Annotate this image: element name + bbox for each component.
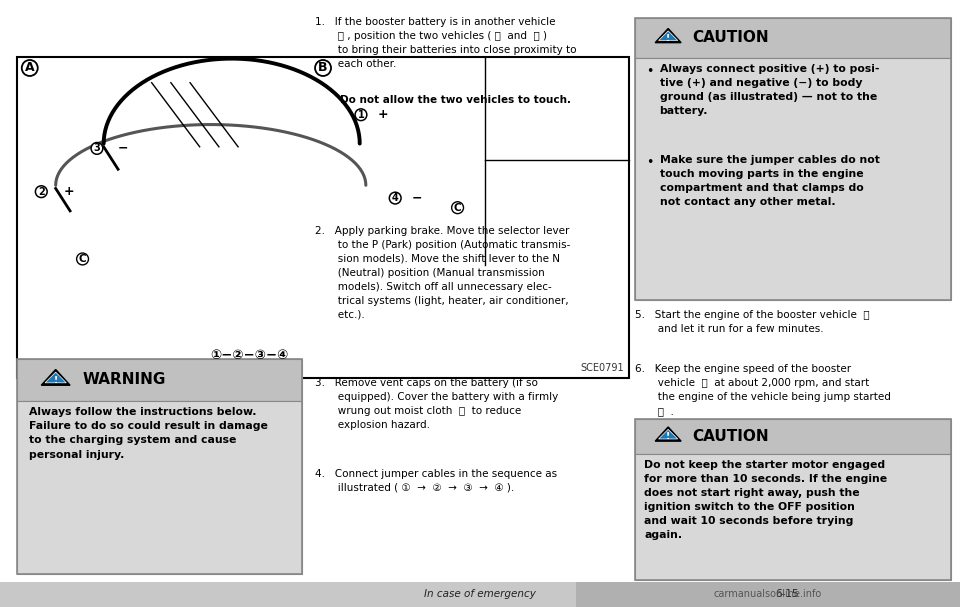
Text: 1.   If the booster battery is in another vehicle
       Ⓐ , position the two ve: 1. If the booster battery is in another … [315,17,576,83]
Bar [17,359,302,401]
Text: 3.   Remove vent caps on the battery (if so
       equipped). Cover the battery : 3. Remove vent caps on the battery (if s… [315,378,558,430]
Text: +: + [63,185,74,198]
Text: −: − [412,192,422,205]
Bar [576,582,960,607]
Text: 4: 4 [392,193,398,203]
Text: Do not keep the starter motor engaged
for more than 10 seconds. If the engine
do: Do not keep the starter motor engaged fo… [644,460,887,540]
Text: Make sure the jumper cables do not
touch moving parts in the engine
compartment : Make sure the jumper cables do not touch… [660,155,879,207]
Text: 6-15: 6-15 [776,589,799,599]
Bar [17,57,629,378]
Text: CAUTION: CAUTION [692,30,769,46]
Text: 2: 2 [37,187,45,197]
Text: ①−②−③−④: ①−②−③−④ [210,350,289,362]
Text: 4.   Connect jumper cables in the sequence as
       illustrated ( ①  →  ②  →  ③: 4. Connect jumper cables in the sequence… [315,469,557,493]
Text: −: − [118,142,129,155]
Bar [0,582,960,607]
Text: WARNING: WARNING [83,373,166,387]
Text: Always follow the instructions below.
Failure to do so could result in damage
to: Always follow the instructions below. Fa… [29,407,268,460]
Text: 2.   Apply parking brake. Move the selector lever
       to the P (Park) positio: 2. Apply parking brake. Move the selecto… [315,226,570,320]
Text: 6.   Keep the engine speed of the booster
       vehicle  Ⓐ  at about 2,000 rpm,: 6. Keep the engine speed of the booster … [635,364,891,416]
Polygon shape [655,29,682,42]
Text: !: ! [666,34,670,43]
Bar [635,18,951,300]
Polygon shape [655,427,682,441]
Text: CAUTION: CAUTION [692,429,769,444]
Text: •: • [646,65,654,78]
Bar [635,419,951,454]
Text: C: C [454,203,462,212]
Text: In case of emergency: In case of emergency [424,589,536,599]
Text: 1: 1 [357,110,365,120]
Bar [17,359,302,574]
Text: 3: 3 [93,143,101,154]
Bar [635,419,951,580]
Text: C: C [79,254,86,264]
Text: carmanualsonline.info: carmanualsonline.info [714,589,822,599]
Bar [17,401,302,574]
Text: Do not allow the two vehicles to touch.: Do not allow the two vehicles to touch. [340,95,571,104]
Text: !: ! [666,432,670,441]
Text: Always connect positive (+) to posi-
tive (+) and negative (−) to body
ground (a: Always connect positive (+) to posi- tiv… [660,64,879,116]
Bar [635,18,951,58]
Bar [635,58,951,300]
Text: •: • [646,156,654,169]
Polygon shape [45,372,66,383]
Text: 5.   Start the engine of the booster vehicle  Ⓐ
       and let it run for a few : 5. Start the engine of the booster vehic… [635,310,869,334]
Polygon shape [41,370,70,385]
Text: SCE0791: SCE0791 [581,363,624,373]
Polygon shape [659,429,678,439]
Text: A: A [25,61,35,75]
Text: B: B [319,61,327,75]
Text: +: + [378,108,389,121]
Bar [635,454,951,580]
Polygon shape [659,31,678,41]
Text: !: ! [54,376,58,385]
